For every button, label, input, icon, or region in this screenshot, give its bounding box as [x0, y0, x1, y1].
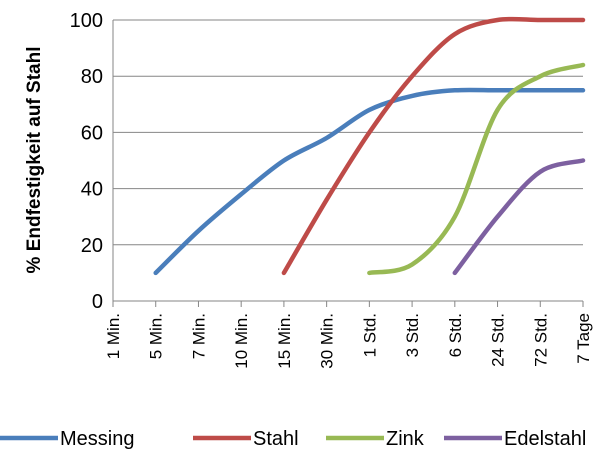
series-line-stahl: [281, 16, 586, 276]
x-tick-label: 10 Min.: [232, 313, 251, 369]
legend-label: Messing: [60, 428, 134, 450]
y-tick-labels: 0 20 40 60 80 100: [70, 10, 103, 313]
y-tick-label: 0: [92, 291, 103, 313]
y-tick-label: 80: [81, 66, 103, 88]
legend-item-stahl: Stahl: [193, 428, 299, 450]
x-tick-label: 6 Std.: [446, 313, 465, 357]
gridlines: [113, 19, 583, 246]
series-lines: [153, 16, 586, 276]
x-tick-label: 3 Std.: [403, 313, 422, 357]
series-line-messing: [153, 87, 586, 276]
legend-item-messing: Messing: [0, 428, 134, 450]
x-tick-label: 1 Min.: [104, 313, 123, 359]
y-tick-label: 20: [81, 235, 103, 257]
y-tick-label: 40: [81, 179, 103, 201]
x-tick-label: 30 Min.: [318, 313, 337, 369]
legend-label: Stahl: [253, 428, 299, 450]
x-tick-label: 7 Min.: [189, 313, 208, 359]
legend-label: Edelstahl: [504, 428, 586, 450]
x-tick-label: 5 Min.: [147, 313, 166, 359]
legend-label: Zink: [386, 428, 425, 450]
legend-item-edelstahl: Edelstahl: [444, 428, 586, 450]
x-tick-label: 1 Std.: [360, 313, 379, 357]
y-tick-label: 100: [70, 10, 103, 32]
series-line-zink: [367, 62, 586, 276]
x-tick-label: 24 Std.: [489, 313, 508, 367]
axes: [112, 20, 584, 307]
y-tick-label: 60: [81, 122, 103, 144]
legend-item-zink: Zink: [326, 428, 425, 450]
series-line-edelstahl: [452, 158, 586, 276]
x-tick-label: 7 Tage: [574, 313, 593, 364]
x-tick-label: 15 Min.: [275, 313, 294, 369]
x-tick-labels: 1 Min. 5 Min. 7 Min. 10 Min. 15 Min. 30 Min. 1…: [104, 313, 593, 369]
y-axis-label: % Endfestigkeit auf Stahl: [24, 47, 45, 274]
x-tick-label: 72 Std.: [531, 313, 550, 367]
legend: Messing Stahl Zink Edelstahl: [0, 428, 586, 450]
